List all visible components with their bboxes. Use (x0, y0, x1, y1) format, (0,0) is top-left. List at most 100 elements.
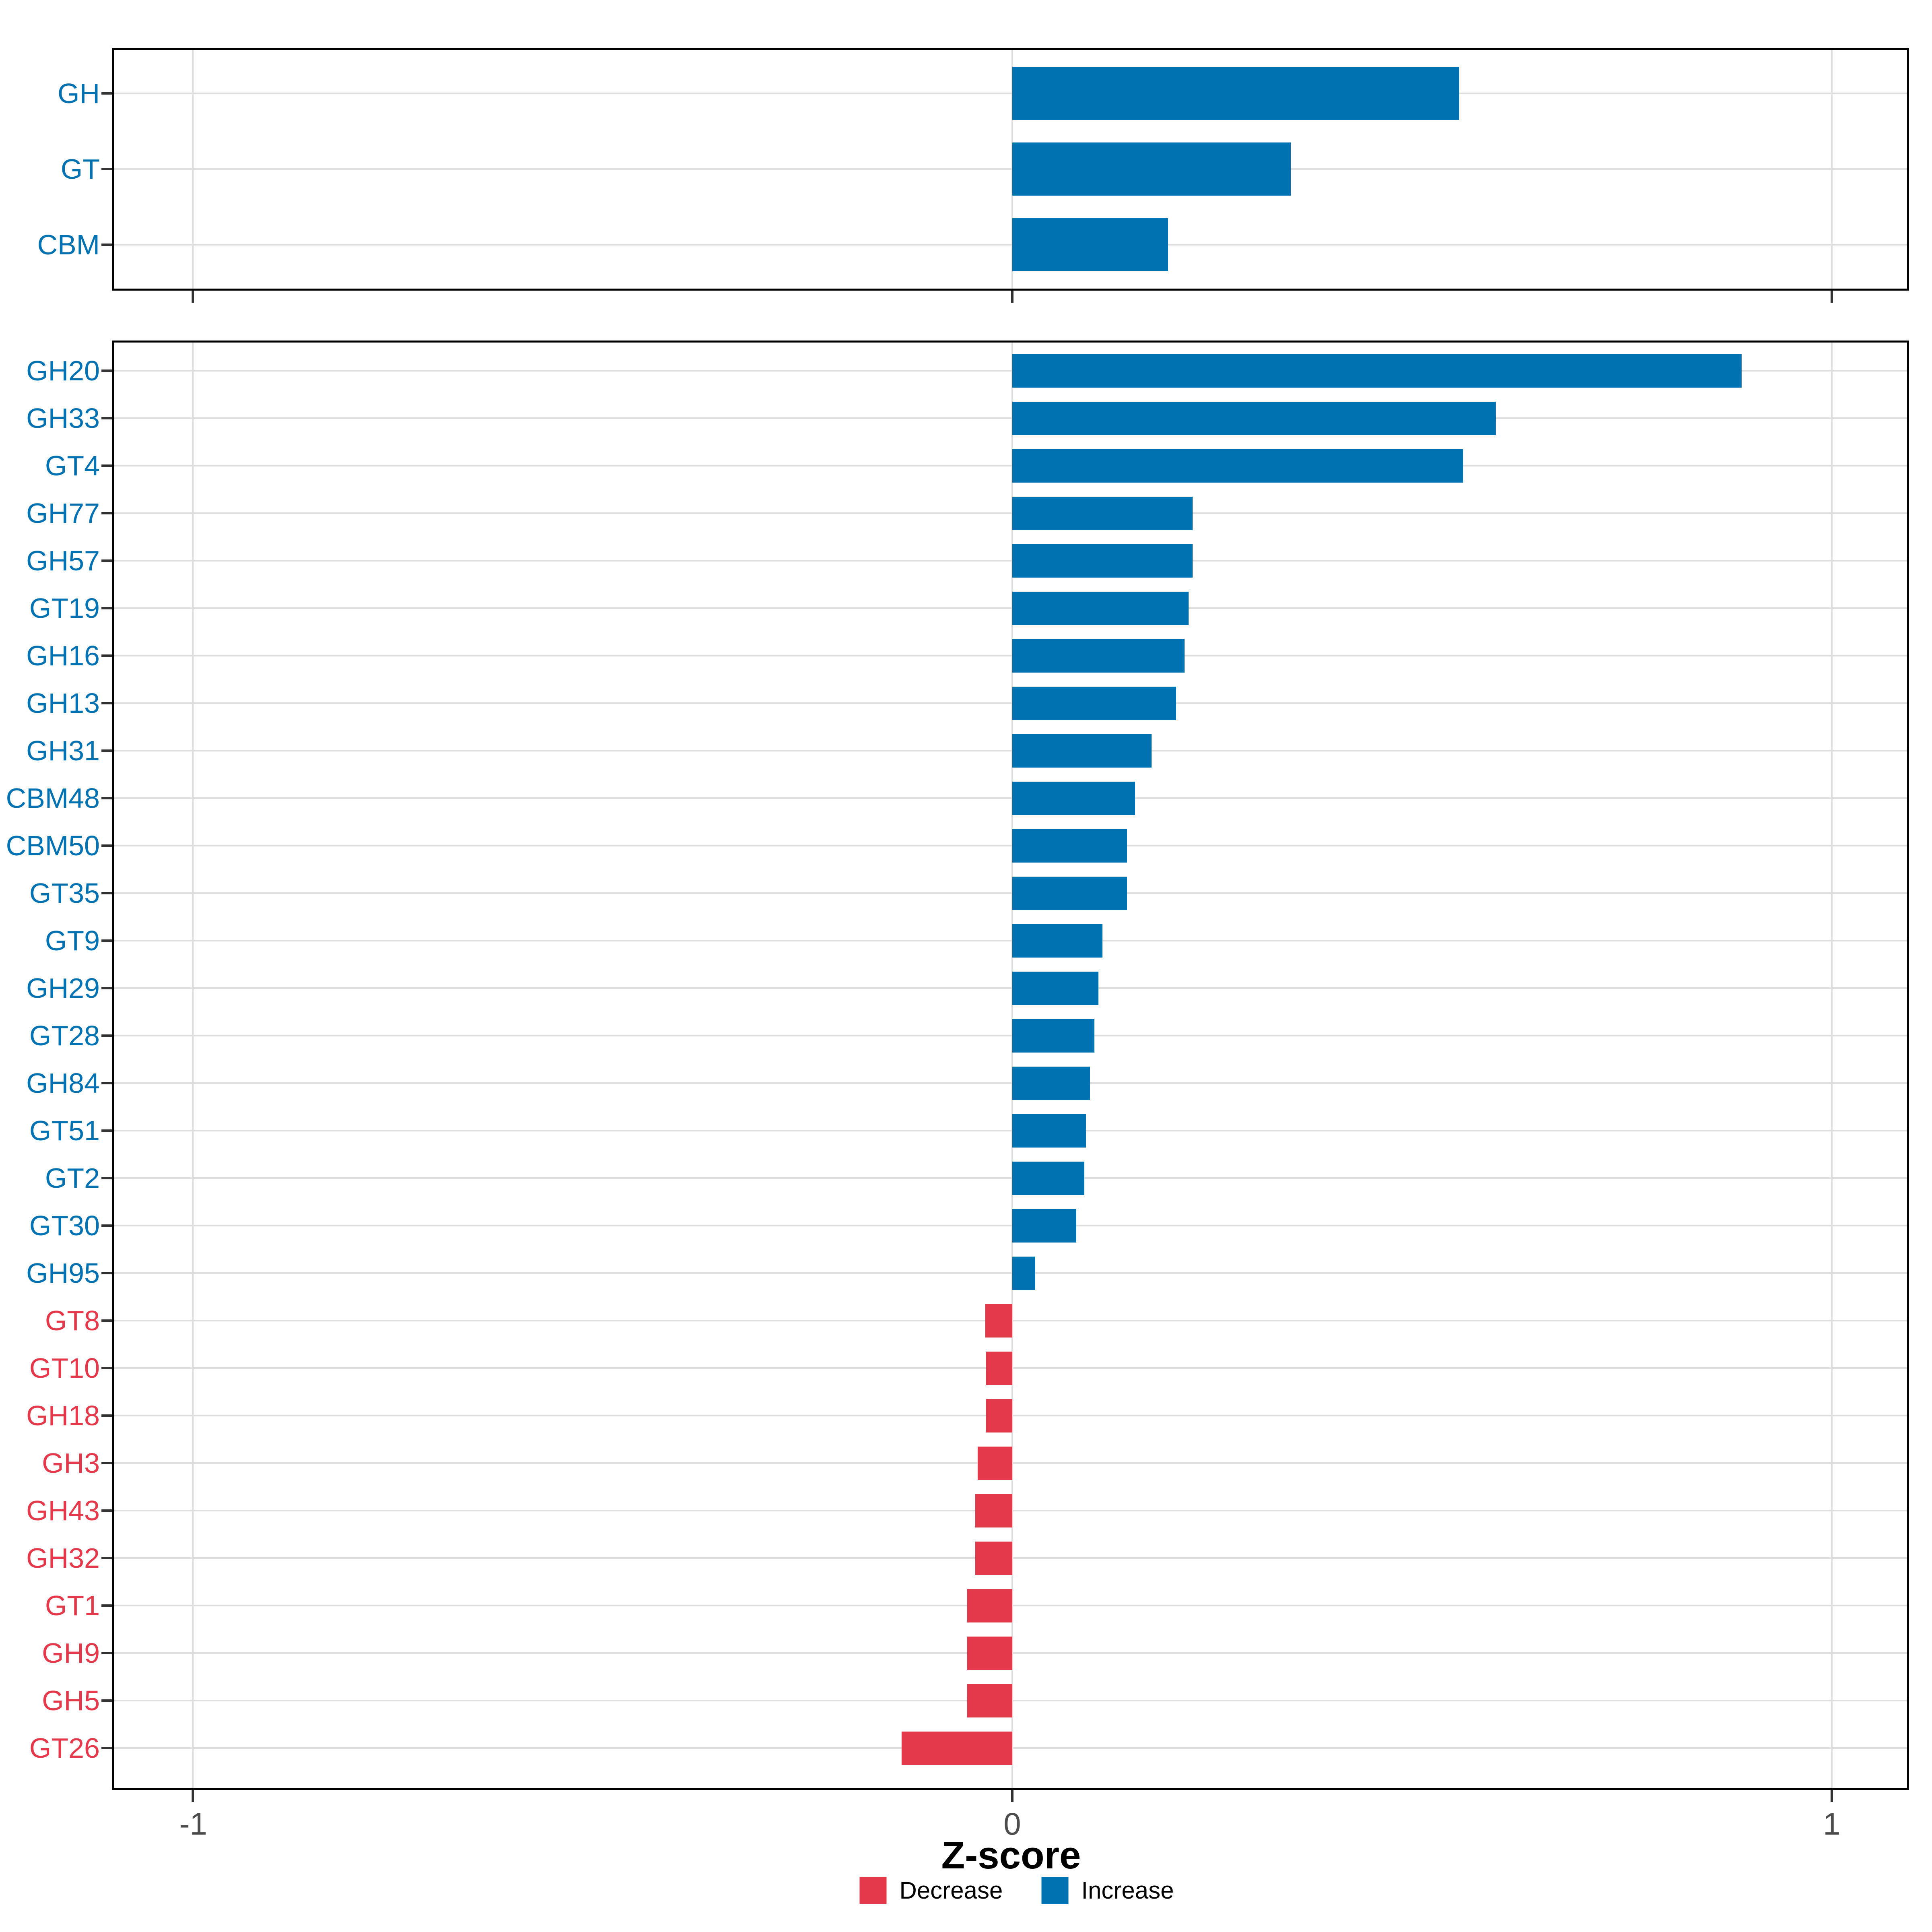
y-axis-label-GH13: GH13 (26, 687, 100, 719)
x-axis-title: Z-score (941, 1834, 1081, 1877)
bar-GT4 (1012, 449, 1463, 483)
panel-cazyme-families (112, 341, 1909, 1790)
y-axis-label-GH: GH (58, 78, 100, 109)
bar-GH16 (1012, 639, 1185, 673)
y-axis-label-GH33: GH33 (26, 402, 100, 434)
y-tick-CBM50 (101, 844, 112, 847)
y-tick-GH16 (101, 654, 112, 657)
y-axis-label-GH18: GH18 (26, 1400, 100, 1431)
y-axis-label-GH29: GH29 (26, 972, 100, 1004)
bar-GH29 (1012, 971, 1098, 1005)
gridline-row-GT19 (114, 607, 1907, 609)
y-axis-label-GT1: GT1 (45, 1590, 100, 1621)
x-tick-label-zero: 0 (1003, 1806, 1021, 1841)
y-tick-GH20 (101, 369, 112, 372)
bar-GT51 (1012, 1114, 1086, 1148)
gridline-row-GH77 (114, 512, 1907, 514)
y-tick-GT2 (101, 1177, 112, 1179)
y-axis-label-GT35: GT35 (29, 877, 100, 909)
gridline-row-GT2 (114, 1177, 1907, 1179)
y-tick-GT35 (101, 892, 112, 894)
y-tick-GT10 (101, 1367, 112, 1369)
y-axis-label-GH9: GH9 (42, 1637, 100, 1669)
y-tick-GH9 (101, 1652, 112, 1654)
gridline-row-GH95 (114, 1272, 1907, 1274)
gridline-row-CBM50 (114, 845, 1907, 846)
bar-GH57 (1012, 544, 1193, 578)
y-axis-label-GT26: GT26 (29, 1732, 100, 1764)
y-tick-GH57 (101, 559, 112, 562)
y-tick-GT1 (101, 1604, 112, 1607)
gridline-row-GH16 (114, 655, 1907, 656)
gridline-row-GT28 (114, 1035, 1907, 1036)
bar-GT30 (1012, 1209, 1076, 1243)
y-axis-label-GH57: GH57 (26, 545, 100, 576)
y-tick-GH (101, 92, 112, 95)
x-tick--1 (192, 291, 194, 303)
bar-GH43 (975, 1494, 1012, 1527)
y-tick-GH95 (101, 1272, 112, 1274)
gridline-row-GT51 (114, 1130, 1907, 1131)
bar-GH9 (967, 1636, 1012, 1670)
bar-GH33 (1012, 401, 1496, 435)
y-tick-GT51 (101, 1129, 112, 1132)
bar-GT1 (967, 1589, 1012, 1622)
bar-GT28 (1012, 1019, 1094, 1053)
bar-GT19 (1012, 591, 1189, 625)
gridline-row-GH (114, 93, 1907, 94)
y-tick-GT30 (101, 1224, 112, 1227)
gridline-row-GH57 (114, 560, 1907, 561)
y-tick-GT19 (101, 607, 112, 609)
x-tick-1 (1831, 291, 1833, 303)
y-tick-GT8 (101, 1319, 112, 1322)
gridline-row-GH20 (114, 370, 1907, 372)
legend-label-increase: Increase (1081, 1876, 1174, 1904)
gridline-row-GH33 (114, 417, 1907, 419)
bar-GT8 (985, 1304, 1012, 1338)
bar-GH20 (1012, 354, 1742, 388)
y-axis-label-GH95: GH95 (26, 1257, 100, 1289)
y-axis-label-GT: GT (60, 153, 100, 185)
y-tick-GT4 (101, 464, 112, 467)
bar-GT9 (1012, 924, 1102, 958)
legend-item-increase: Increase (1041, 1877, 1174, 1904)
y-axis-label-CBM48: CBM48 (6, 782, 100, 814)
legend-swatch-decrease-icon (859, 1877, 887, 1904)
y-tick-GT9 (101, 939, 112, 942)
legend-label-decrease: Decrease (899, 1876, 1003, 1904)
bar-GH (1012, 67, 1459, 120)
y-axis-label-GH20: GH20 (26, 355, 100, 386)
y-tick-CBM (101, 244, 112, 246)
legend-item-decrease: Decrease (859, 1876, 1003, 1904)
bar-GH77 (1012, 496, 1193, 530)
bar-GT35 (1012, 876, 1127, 910)
y-axis-label-GT19: GT19 (29, 592, 100, 624)
bar-CBM48 (1012, 781, 1135, 815)
gridline-row-GT30 (114, 1225, 1907, 1226)
gridline-row-CBM48 (114, 797, 1907, 799)
y-axis-label-GT4: GT4 (45, 450, 100, 481)
y-tick-GT28 (101, 1034, 112, 1037)
y-tick-GH43 (101, 1509, 112, 1512)
gridline-row-GH84 (114, 1082, 1907, 1084)
x-tick-0 (1011, 291, 1013, 303)
panel-enzyme-classes (112, 48, 1909, 291)
y-axis-label-GH5: GH5 (42, 1685, 100, 1716)
bar-GH31 (1012, 734, 1152, 768)
bar-GT (1012, 142, 1291, 196)
x-tick-0 (1011, 1790, 1013, 1802)
y-tick-GH33 (101, 417, 112, 419)
y-tick-GH84 (101, 1082, 112, 1084)
y-tick-GH31 (101, 749, 112, 752)
gridline-row-GH13 (114, 702, 1907, 704)
bar-GH13 (1012, 686, 1177, 720)
y-tick-GH29 (101, 987, 112, 989)
legend-swatch-increase-icon (1041, 1877, 1069, 1904)
y-axis-label-GT10: GT10 (29, 1352, 100, 1384)
gridline-row-GT (114, 168, 1907, 170)
gridline-x-0 (1011, 343, 1013, 1788)
y-tick-GH18 (101, 1414, 112, 1417)
y-axis-label-GT28: GT28 (29, 1020, 100, 1051)
y-axis-label-GT9: GT9 (45, 925, 100, 956)
bar-GH3 (978, 1446, 1012, 1480)
